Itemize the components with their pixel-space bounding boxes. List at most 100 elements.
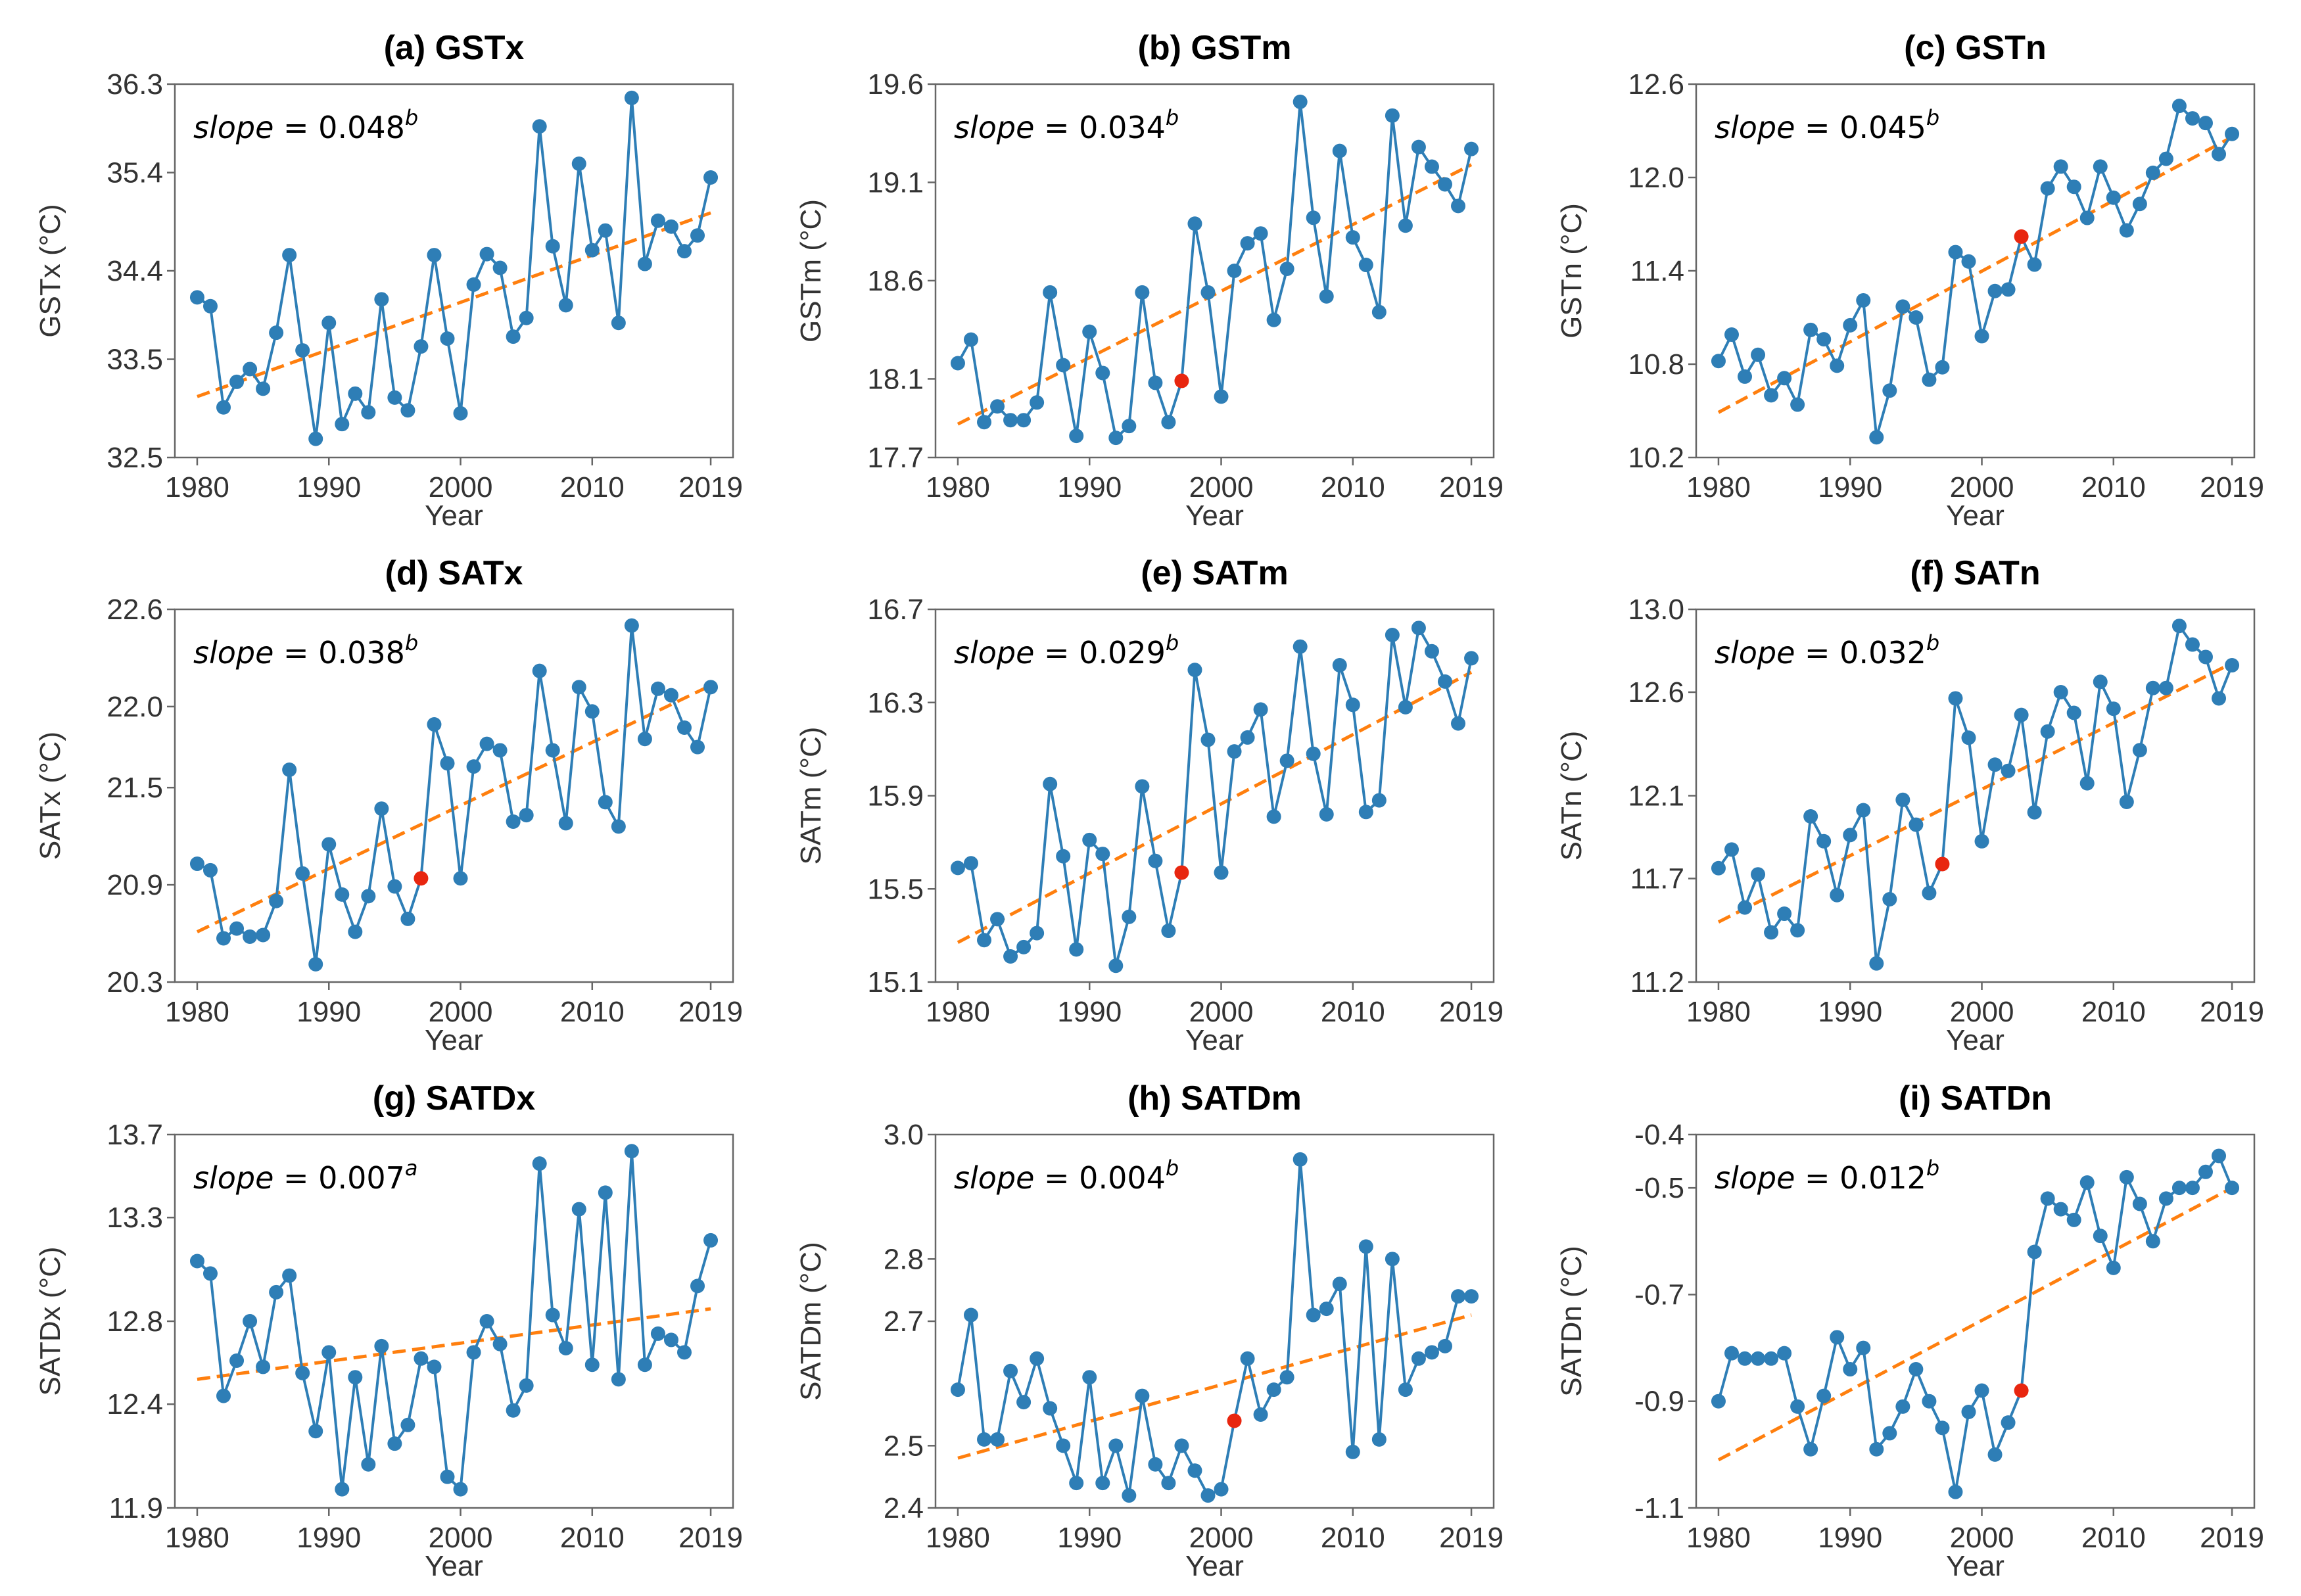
data-point [1069, 1476, 1084, 1491]
data-point [690, 228, 705, 243]
y-axis-label: SATDn (°C) [1555, 1246, 1588, 1396]
data-point [1790, 397, 1805, 412]
data-point [1345, 230, 1360, 245]
data-point [256, 927, 271, 943]
data-point [202, 1266, 218, 1281]
data-point [690, 739, 705, 755]
y-axis-label: SATm (°C) [795, 727, 827, 865]
data-point [1777, 906, 1792, 922]
highlight-point [2014, 1383, 2029, 1398]
data-point [1319, 289, 1334, 304]
data-point [243, 362, 258, 377]
highlight-point [1227, 1413, 1242, 1428]
data-point [1279, 1370, 1294, 1385]
data-point [295, 343, 310, 358]
data-point [189, 290, 204, 305]
data-point [1293, 639, 1308, 654]
y-tick-label: 20.3 [107, 966, 163, 998]
data-point [663, 688, 678, 703]
data-point [1148, 853, 1163, 868]
data-point [414, 339, 429, 354]
data-point [2119, 223, 2134, 238]
panel-title: (c) GSTn [1904, 29, 2047, 67]
data-point [571, 1202, 586, 1217]
data-point [453, 406, 468, 421]
data-point [282, 1268, 297, 1283]
data-point [2079, 1175, 2095, 1190]
data-point [1843, 828, 1858, 843]
data-point [308, 1424, 323, 1439]
data-point [348, 386, 363, 401]
y-tick-label: 3.0 [884, 1119, 924, 1151]
data-point [703, 170, 719, 185]
x-tick-label: 1980 [1686, 1522, 1751, 1554]
panel-6: (g) SATDx 11.9 12.4 12.8 13.3 13.7 1980 1990 200… [34, 1079, 743, 1582]
data-point [2158, 680, 2173, 695]
data-point [1043, 1401, 1058, 1416]
x-tick-label: 2000 [1950, 996, 2014, 1028]
data-point [2079, 210, 2095, 225]
data-point [1711, 860, 1726, 876]
slope-value: = 0.034 [1034, 110, 1165, 145]
data-point [519, 1378, 534, 1393]
data-point [1161, 924, 1176, 939]
data-point [571, 680, 586, 695]
series-line [1717, 1153, 2233, 1493]
data-point [950, 356, 965, 371]
data-point [243, 929, 258, 944]
data-point [2001, 1415, 2016, 1430]
data-point [1803, 322, 1818, 337]
data-point [361, 405, 376, 420]
y-tick-label: 13.0 [1628, 594, 1684, 626]
plot-frame [174, 608, 734, 983]
y-tick-label: 10.2 [1628, 442, 1684, 474]
y-tick-label: -0.7 [1634, 1279, 1684, 1311]
data-point [598, 795, 613, 810]
data-point [2185, 111, 2200, 126]
data-point [1266, 809, 1281, 824]
x-tick-label: 2019 [1439, 471, 1504, 504]
x-tick-label: 2010 [1321, 1522, 1385, 1554]
y-tick-label: 36.3 [107, 68, 163, 101]
panel-title: (b) GSTm [1138, 29, 1292, 67]
data-point [1345, 1444, 1360, 1459]
data-point [1148, 375, 1163, 390]
data-point [1135, 1388, 1150, 1403]
data-point [650, 1326, 665, 1341]
data-point [2212, 147, 2227, 162]
data-point [269, 1284, 284, 1300]
data-point [321, 837, 337, 852]
data-point [2171, 1181, 2187, 1196]
data-point [2053, 159, 2068, 174]
data-point [216, 931, 231, 946]
highlight-point [1174, 373, 1189, 388]
x-tick-label: 1980 [1686, 471, 1751, 504]
data-point [1895, 299, 1910, 314]
series-line [1717, 622, 2233, 964]
data-point [2001, 763, 2016, 778]
x-tick-label: 2000 [429, 1522, 493, 1554]
data-point [1751, 1351, 1766, 1366]
data-point [1030, 395, 1045, 410]
y-tick-label: 11.2 [1630, 966, 1684, 998]
data-point [1909, 817, 1924, 832]
data-point [611, 316, 626, 331]
data-point [1122, 419, 1137, 434]
data-point [703, 1232, 719, 1248]
data-point [2106, 701, 2121, 716]
data-point [2158, 1191, 2173, 1206]
data-point [1122, 909, 1137, 924]
data-point [1200, 285, 1216, 300]
data-point [492, 1336, 508, 1351]
y-tick-label: 17.7 [867, 442, 924, 474]
slope-significance: b [1166, 105, 1179, 130]
data-point [2119, 794, 2134, 809]
data-point [2040, 181, 2055, 196]
data-point [624, 1144, 639, 1159]
highlight-point [1935, 857, 1950, 872]
data-point [1279, 753, 1294, 768]
data-point [2225, 126, 2240, 141]
data-point [1909, 1362, 1924, 1377]
x-axis-label: Year [1185, 500, 1244, 532]
data-point [308, 431, 323, 446]
